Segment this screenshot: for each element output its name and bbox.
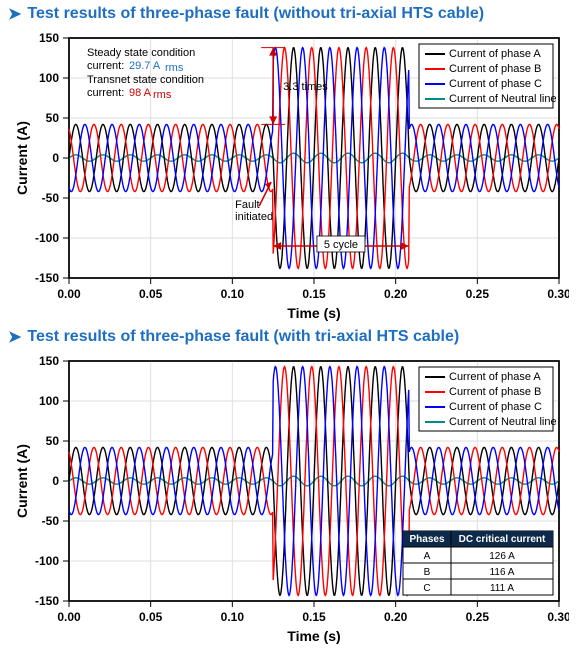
svg-text:Current (A): Current (A) bbox=[14, 444, 30, 518]
chart-bottom: 0.00 0.05 0.10 0.15 0.20 0.25 0.30 -150 -100 -50 0… bbox=[9, 351, 569, 646]
svg-text:DC critical current: DC critical current bbox=[459, 534, 546, 545]
svg-text:Steady state condition: Steady state condition bbox=[87, 47, 195, 59]
svg-text:0.20: 0.20 bbox=[384, 610, 408, 624]
svg-text:-150: -150 bbox=[35, 594, 59, 608]
title-bottom: Test results of three-phase fault (with … bbox=[27, 328, 459, 346]
svg-text:116 A: 116 A bbox=[490, 567, 515, 578]
svg-text:0.25: 0.25 bbox=[466, 610, 490, 624]
svg-text:rms: rms bbox=[153, 89, 172, 101]
svg-text:Transnet state condition: Transnet state condition bbox=[87, 74, 204, 86]
svg-text:C: C bbox=[423, 583, 430, 594]
svg-text:5 cycle: 5 cycle bbox=[324, 239, 358, 251]
svg-text:100: 100 bbox=[39, 394, 59, 408]
svg-text:50: 50 bbox=[46, 434, 60, 448]
svg-text:0.15: 0.15 bbox=[302, 610, 326, 624]
svg-text:-150: -150 bbox=[35, 271, 59, 285]
svg-text:Current of phase C: Current of phase C bbox=[449, 78, 542, 90]
svg-text:Current of phase A: Current of phase A bbox=[449, 48, 541, 60]
svg-text:Time (s): Time (s) bbox=[287, 305, 340, 321]
svg-text:0.05: 0.05 bbox=[139, 287, 163, 301]
svg-text:Current of phase B: Current of phase B bbox=[449, 63, 541, 75]
chart-top: 0.00 0.05 0.10 0.15 0.20 0.25 0.30 -150 -100 -50 0… bbox=[9, 28, 569, 323]
svg-text:0.30: 0.30 bbox=[547, 610, 569, 624]
svg-text:initiated: initiated bbox=[235, 211, 273, 223]
title-row-top: ➤ Test results of three-phase fault (wit… bbox=[0, 0, 578, 24]
svg-text:B: B bbox=[424, 567, 431, 578]
title-top: Test results of three-phase fault (witho… bbox=[27, 5, 484, 23]
svg-text:3.3 times: 3.3 times bbox=[283, 81, 328, 93]
svg-text:0.25: 0.25 bbox=[466, 287, 490, 301]
svg-text:0.00: 0.00 bbox=[57, 287, 81, 301]
svg-text:-100: -100 bbox=[35, 231, 59, 245]
chevron-right-icon: ➤ bbox=[8, 4, 21, 24]
svg-text:0.00: 0.00 bbox=[57, 610, 81, 624]
chevron-right-icon: ➤ bbox=[8, 327, 21, 347]
chart-top-svg: 0.00 0.05 0.10 0.15 0.20 0.25 0.30 -150 -100 -50 0… bbox=[9, 28, 569, 323]
svg-text:0: 0 bbox=[52, 474, 59, 488]
svg-text:Phases: Phases bbox=[409, 534, 444, 545]
svg-text:98 A: 98 A bbox=[129, 87, 152, 99]
svg-text:Current of phase B: Current of phase B bbox=[449, 386, 541, 398]
svg-text:0.05: 0.05 bbox=[139, 610, 163, 624]
svg-text:150: 150 bbox=[39, 354, 59, 368]
svg-text:0.10: 0.10 bbox=[221, 287, 245, 301]
svg-text:current:: current: bbox=[87, 60, 124, 72]
svg-text:111 A: 111 A bbox=[490, 583, 514, 594]
svg-text:100: 100 bbox=[39, 71, 59, 85]
svg-text:29.7 A: 29.7 A bbox=[129, 60, 161, 72]
svg-text:rms: rms bbox=[165, 62, 184, 74]
svg-text:Time (s): Time (s) bbox=[287, 628, 340, 644]
svg-text:Current of Neutral line: Current of Neutral line bbox=[449, 416, 557, 428]
svg-text:126 A: 126 A bbox=[489, 551, 515, 562]
svg-text:Current of phase A: Current of phase A bbox=[449, 371, 541, 383]
svg-text:0.10: 0.10 bbox=[221, 610, 245, 624]
svg-text:Current of phase C: Current of phase C bbox=[449, 401, 542, 413]
svg-text:A: A bbox=[424, 551, 431, 562]
svg-text:Fault: Fault bbox=[235, 199, 259, 211]
svg-text:0.15: 0.15 bbox=[302, 287, 326, 301]
svg-text:0.20: 0.20 bbox=[384, 287, 408, 301]
chart-bottom-svg: 0.00 0.05 0.10 0.15 0.20 0.25 0.30 -150 -100 -50 0… bbox=[9, 351, 569, 646]
svg-text:-100: -100 bbox=[35, 554, 59, 568]
svg-text:-50: -50 bbox=[42, 514, 60, 528]
svg-text:0.30: 0.30 bbox=[547, 287, 569, 301]
svg-text:150: 150 bbox=[39, 31, 59, 45]
svg-text:Current of Neutral line: Current of Neutral line bbox=[449, 93, 557, 105]
title-row-bottom: ➤ Test results of three-phase fault (wit… bbox=[0, 323, 578, 347]
svg-text:-50: -50 bbox=[42, 191, 60, 205]
svg-text:current:: current: bbox=[87, 87, 124, 99]
svg-text:50: 50 bbox=[46, 111, 60, 125]
svg-text:0: 0 bbox=[52, 151, 59, 165]
svg-text:Current (A): Current (A) bbox=[14, 121, 30, 195]
